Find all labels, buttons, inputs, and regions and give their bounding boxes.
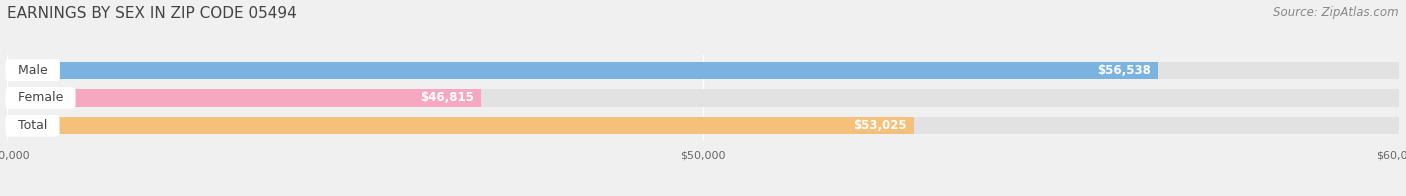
Bar bbox=[7, 62, 1159, 79]
Text: Source: ZipAtlas.com: Source: ZipAtlas.com bbox=[1274, 6, 1399, 19]
Bar bbox=[7, 89, 1399, 107]
Bar bbox=[7, 62, 1399, 79]
Text: $56,538: $56,538 bbox=[1097, 64, 1152, 77]
Text: Male: Male bbox=[10, 64, 56, 77]
Text: $53,025: $53,025 bbox=[853, 119, 907, 132]
Bar bbox=[7, 117, 914, 134]
Text: EARNINGS BY SEX IN ZIP CODE 05494: EARNINGS BY SEX IN ZIP CODE 05494 bbox=[7, 6, 297, 21]
Bar bbox=[7, 117, 1399, 134]
Text: Total: Total bbox=[10, 119, 55, 132]
Text: Female: Female bbox=[10, 92, 72, 104]
Bar bbox=[7, 89, 481, 107]
Text: $46,815: $46,815 bbox=[420, 92, 474, 104]
